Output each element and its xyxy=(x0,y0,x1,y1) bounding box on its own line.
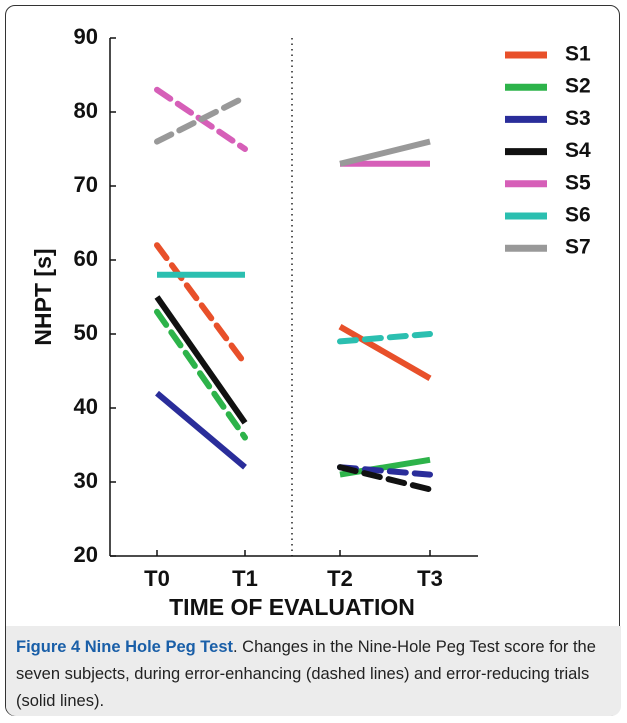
series-segment xyxy=(338,323,432,382)
series-segment xyxy=(337,331,433,345)
x-tick-label: T0 xyxy=(144,566,170,591)
legend-label: S1 xyxy=(565,43,591,66)
chart: NHPT [s] TIME OF EVALUATION 20 30 40 50 60 70… xyxy=(30,24,591,620)
legend-label: S7 xyxy=(565,236,591,259)
y-tick-label: 70 xyxy=(74,172,98,197)
series-segment xyxy=(154,242,248,367)
x-tick-label: T3 xyxy=(417,566,443,591)
series-segment xyxy=(339,138,431,167)
legend-label: S6 xyxy=(565,204,591,227)
y-tick-label: 80 xyxy=(74,98,98,123)
y-axis-label: NHPT [s] xyxy=(30,248,56,345)
y-tick-label: 40 xyxy=(74,394,98,419)
x-axis-label: TIME OF EVALUATION xyxy=(169,594,415,620)
series-segment xyxy=(154,94,248,145)
y-tick-label: 50 xyxy=(74,320,98,345)
series-segment xyxy=(155,390,247,470)
series-segment xyxy=(337,464,433,493)
y-tick-label: 30 xyxy=(74,468,98,493)
caption-text: . Changes in the Nine-Hole Peg Test scor… xyxy=(16,638,596,710)
x-tick-label: T1 xyxy=(232,566,258,591)
legend-label: S3 xyxy=(565,107,591,130)
legend-label: S2 xyxy=(565,75,591,98)
y-tick-label: 90 xyxy=(74,24,98,49)
y-tick-label: 60 xyxy=(74,246,98,271)
series-segment xyxy=(154,295,248,425)
legend-label: S5 xyxy=(565,171,591,194)
series-segment xyxy=(154,308,248,441)
legend-label: S4 xyxy=(565,139,591,162)
caption: Figure 4 Nine Hole Peg Test. Changes in … xyxy=(6,626,621,716)
caption-label: Figure 4 Nine Hole Peg Test xyxy=(16,638,233,656)
x-tick-label: T2 xyxy=(327,566,353,591)
y-tick-label: 20 xyxy=(74,542,98,567)
